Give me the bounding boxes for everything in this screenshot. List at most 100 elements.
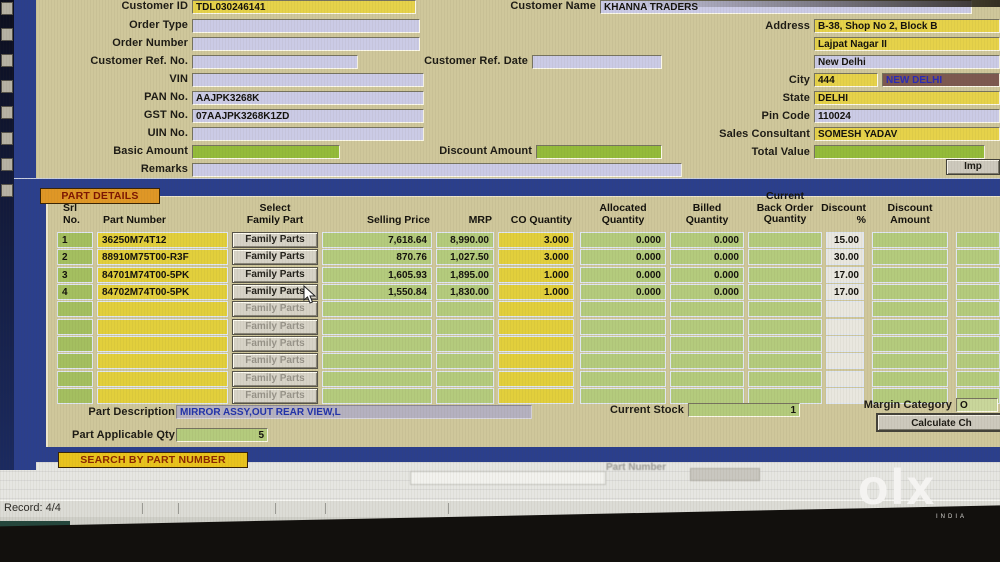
cell-part-number[interactable] (97, 336, 228, 352)
cell-srl-no[interactable] (57, 336, 93, 352)
address-line1-field[interactable]: B-38, Shop No 2, Block B (814, 19, 1000, 33)
family-parts-button[interactable]: Family Parts (232, 388, 318, 404)
cell-discount-pct[interactable] (826, 301, 864, 317)
toolbar-button-7[interactable] (1, 158, 13, 171)
cell-discount-pct[interactable] (826, 319, 864, 335)
vin-field[interactable] (192, 73, 424, 87)
cell-mrp[interactable] (436, 336, 494, 352)
cell-discount-amount[interactable] (872, 353, 948, 369)
cell-extra[interactable] (956, 232, 1000, 248)
toolbar-button-5[interactable] (1, 106, 13, 119)
total-value-field[interactable] (814, 145, 985, 159)
toolbar-button-6[interactable] (1, 132, 13, 145)
part-applicable-qty-field[interactable]: 5 (176, 428, 268, 442)
cell-mrp[interactable]: 1,895.00 (436, 267, 494, 283)
cell-part-number[interactable] (97, 388, 228, 404)
cell-srl-no[interactable]: 2 (57, 249, 93, 265)
customer-id-field[interactable]: TDL030246141 (192, 0, 416, 14)
family-parts-button[interactable]: Family Parts (232, 371, 318, 387)
cell-billed-quantity[interactable] (670, 319, 744, 335)
cell-selling-price[interactable]: 7,618.64 (322, 232, 432, 248)
cell-mrp[interactable]: 1,027.50 (436, 249, 494, 265)
family-parts-button[interactable]: Family Parts (232, 319, 318, 335)
cell-discount-pct[interactable] (826, 371, 864, 387)
cell-discount-pct[interactable]: 17.00 (826, 284, 864, 300)
cell-mrp[interactable] (436, 319, 494, 335)
cell-co-quantity[interactable] (498, 319, 574, 335)
cell-discount-amount[interactable] (872, 249, 948, 265)
cell-part-number[interactable] (97, 371, 228, 387)
cell-allocated-quantity[interactable]: 0.000 (580, 249, 666, 265)
toolbar-button-4[interactable] (1, 80, 13, 93)
cell-selling-price[interactable] (322, 301, 432, 317)
cell-discount-amount[interactable] (872, 371, 948, 387)
cell-co-quantity[interactable] (498, 371, 574, 387)
cell-co-quantity[interactable] (498, 301, 574, 317)
order-type-combobox[interactable] (192, 19, 420, 33)
cell-extra[interactable] (956, 249, 1000, 265)
cell-back-order-quantity[interactable] (748, 353, 822, 369)
cell-back-order-quantity[interactable] (748, 232, 822, 248)
cell-selling-price[interactable] (322, 388, 432, 404)
cell-discount-amount[interactable] (872, 319, 948, 335)
cell-mrp[interactable] (436, 353, 494, 369)
cell-allocated-quantity[interactable] (580, 301, 666, 317)
cell-extra[interactable] (956, 353, 1000, 369)
customer-ref-date-field[interactable] (532, 55, 662, 69)
cell-back-order-quantity[interactable] (748, 336, 822, 352)
cell-selling-price[interactable] (322, 353, 432, 369)
cell-discount-pct[interactable] (826, 388, 864, 404)
cell-billed-quantity[interactable]: 0.000 (670, 249, 744, 265)
order-number-field[interactable] (192, 37, 420, 51)
cell-selling-price[interactable] (322, 336, 432, 352)
cell-allocated-quantity[interactable]: 0.000 (580, 232, 666, 248)
cell-billed-quantity[interactable]: 0.000 (670, 267, 744, 283)
cell-srl-no[interactable] (57, 353, 93, 369)
cell-co-quantity[interactable]: 1.000 (498, 284, 574, 300)
family-parts-button[interactable]: Family Parts (232, 249, 318, 265)
cell-extra[interactable] (956, 336, 1000, 352)
cell-selling-price[interactable] (322, 319, 432, 335)
cell-selling-price[interactable]: 870.76 (322, 249, 432, 265)
cell-billed-quantity[interactable]: 0.000 (670, 232, 744, 248)
toolbar-button-3[interactable] (1, 54, 13, 67)
cell-srl-no[interactable] (57, 388, 93, 404)
cell-allocated-quantity[interactable]: 0.000 (580, 267, 666, 283)
cell-billed-quantity[interactable] (670, 388, 744, 404)
city-code-field[interactable]: 444 (814, 73, 878, 87)
toolbar-button-1[interactable] (1, 2, 13, 15)
cell-discount-amount[interactable] (872, 301, 948, 317)
cell-co-quantity[interactable] (498, 353, 574, 369)
cell-srl-no[interactable]: 1 (57, 232, 93, 248)
part-number-input[interactable] (410, 471, 606, 485)
cell-mrp[interactable] (436, 301, 494, 317)
cell-discount-amount[interactable] (872, 388, 948, 404)
import-button[interactable]: Imp (946, 159, 1000, 175)
cell-part-number[interactable]: 36250M74T12 (97, 232, 228, 248)
pan-no-field[interactable]: AAJPK3268K (192, 91, 424, 105)
toolbar-button-2[interactable] (1, 28, 13, 41)
cell-part-number[interactable] (97, 319, 228, 335)
cell-co-quantity[interactable]: 1.000 (498, 267, 574, 283)
family-parts-button[interactable]: Family Parts (232, 232, 318, 248)
cell-discount-pct[interactable] (826, 336, 864, 352)
cell-back-order-quantity[interactable] (748, 319, 822, 335)
cell-discount-pct[interactable]: 30.00 (826, 249, 864, 265)
cell-allocated-quantity[interactable] (580, 336, 666, 352)
cell-discount-pct[interactable]: 17.00 (826, 267, 864, 283)
cell-back-order-quantity[interactable] (748, 267, 822, 283)
cell-back-order-quantity[interactable] (748, 371, 822, 387)
cell-srl-no[interactable]: 4 (57, 284, 93, 300)
cell-srl-no[interactable] (57, 371, 93, 387)
gst-no-field[interactable]: 07AAJPK3268K1ZD (192, 109, 424, 123)
cell-co-quantity[interactable] (498, 388, 574, 404)
cell-allocated-quantity[interactable] (580, 353, 666, 369)
basic-amount-field[interactable] (192, 145, 340, 159)
remarks-field[interactable] (192, 163, 682, 177)
address-line2-field[interactable]: Lajpat Nagar II (814, 37, 1000, 51)
cell-srl-no[interactable]: 3 (57, 267, 93, 283)
cell-selling-price[interactable]: 1,605.93 (322, 267, 432, 283)
family-parts-button[interactable]: Family Parts (232, 267, 318, 283)
cell-allocated-quantity[interactable] (580, 388, 666, 404)
cell-co-quantity[interactable]: 3.000 (498, 249, 574, 265)
